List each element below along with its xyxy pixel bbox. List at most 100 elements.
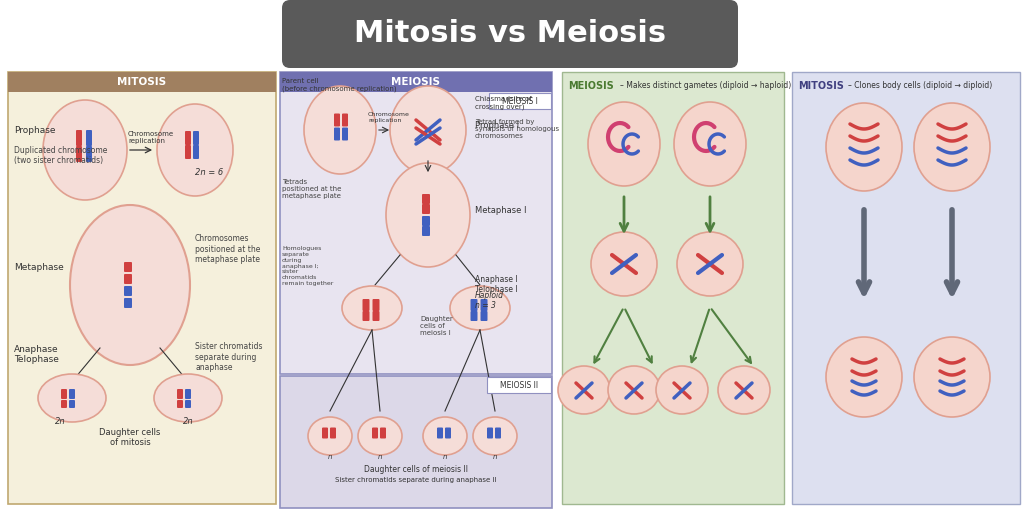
Text: MEIOSIS II: MEIOSIS II (500, 380, 538, 390)
FancyBboxPatch shape (185, 131, 191, 145)
Ellipse shape (308, 417, 352, 455)
FancyBboxPatch shape (86, 130, 92, 146)
Text: Metaphase: Metaphase (14, 263, 63, 272)
FancyBboxPatch shape (280, 72, 552, 92)
FancyBboxPatch shape (185, 389, 191, 399)
FancyBboxPatch shape (185, 145, 191, 159)
FancyBboxPatch shape (487, 377, 551, 393)
Ellipse shape (718, 366, 770, 414)
Ellipse shape (677, 232, 743, 296)
Ellipse shape (914, 103, 990, 191)
Ellipse shape (342, 286, 402, 330)
Ellipse shape (390, 86, 466, 174)
FancyBboxPatch shape (470, 311, 477, 321)
Text: n: n (442, 454, 447, 460)
FancyBboxPatch shape (330, 428, 336, 438)
Text: n: n (328, 454, 332, 460)
FancyBboxPatch shape (185, 400, 191, 408)
FancyBboxPatch shape (334, 114, 340, 126)
Ellipse shape (914, 337, 990, 417)
Text: 2n = 6: 2n = 6 (195, 168, 223, 177)
FancyBboxPatch shape (322, 428, 328, 438)
Text: Homologues
separate
during
anaphase I;
sister
chromatids
remain together: Homologues separate during anaphase I; s… (282, 246, 334, 286)
Text: Anaphase
Telophase: Anaphase Telophase (14, 345, 58, 364)
FancyBboxPatch shape (362, 311, 370, 321)
Ellipse shape (154, 374, 222, 422)
FancyBboxPatch shape (193, 131, 199, 145)
Text: Mitosis vs Meiosis: Mitosis vs Meiosis (354, 19, 666, 49)
FancyBboxPatch shape (177, 400, 183, 408)
FancyBboxPatch shape (69, 400, 75, 408)
FancyBboxPatch shape (282, 0, 738, 68)
Text: n: n (493, 454, 498, 460)
FancyBboxPatch shape (193, 145, 199, 159)
FancyBboxPatch shape (562, 72, 784, 504)
Text: 2n: 2n (182, 417, 194, 426)
FancyBboxPatch shape (334, 127, 340, 140)
FancyBboxPatch shape (422, 194, 430, 204)
Text: – Clones body cells (diploid → diploid): – Clones body cells (diploid → diploid) (848, 81, 992, 91)
FancyBboxPatch shape (124, 286, 132, 296)
Ellipse shape (386, 163, 470, 267)
FancyBboxPatch shape (177, 389, 183, 399)
FancyBboxPatch shape (280, 72, 552, 374)
FancyBboxPatch shape (342, 114, 348, 126)
FancyBboxPatch shape (342, 127, 348, 140)
FancyBboxPatch shape (76, 130, 82, 146)
Text: MITOSIS: MITOSIS (118, 77, 167, 87)
FancyBboxPatch shape (422, 216, 430, 226)
FancyBboxPatch shape (437, 428, 443, 438)
FancyBboxPatch shape (69, 389, 75, 399)
Text: Chromosome
replication: Chromosome replication (368, 112, 410, 123)
Text: Chromosomes
positioned at the
metaphase plate: Chromosomes positioned at the metaphase … (195, 234, 260, 264)
FancyBboxPatch shape (61, 400, 67, 408)
FancyBboxPatch shape (380, 428, 386, 438)
Text: Daughter
cells of
meiosis I: Daughter cells of meiosis I (420, 316, 453, 336)
Ellipse shape (558, 366, 610, 414)
Ellipse shape (38, 374, 106, 422)
Text: Anaphase I
Telophase I: Anaphase I Telophase I (475, 274, 517, 294)
Text: MEIOSIS: MEIOSIS (568, 81, 613, 91)
FancyBboxPatch shape (124, 274, 132, 284)
Ellipse shape (43, 100, 127, 200)
Ellipse shape (656, 366, 708, 414)
FancyBboxPatch shape (76, 146, 82, 162)
FancyBboxPatch shape (61, 389, 67, 399)
Text: – Makes distinct gametes (diploid → haploid): – Makes distinct gametes (diploid → hapl… (620, 81, 792, 91)
Ellipse shape (70, 205, 190, 365)
FancyBboxPatch shape (124, 262, 132, 272)
FancyBboxPatch shape (373, 299, 380, 311)
FancyBboxPatch shape (480, 311, 487, 321)
Text: MITOSIS: MITOSIS (798, 81, 844, 91)
Text: Chiasma (site of
crossing over): Chiasma (site of crossing over) (475, 96, 531, 110)
FancyBboxPatch shape (422, 204, 430, 214)
FancyBboxPatch shape (8, 72, 276, 92)
FancyBboxPatch shape (372, 428, 378, 438)
FancyBboxPatch shape (124, 298, 132, 308)
FancyBboxPatch shape (422, 226, 430, 236)
Text: Daughter cells
of mitosis: Daughter cells of mitosis (99, 428, 161, 447)
FancyBboxPatch shape (445, 428, 451, 438)
Text: Sister chromatids separate during anaphase II: Sister chromatids separate during anapha… (335, 477, 497, 483)
Ellipse shape (450, 286, 510, 330)
Ellipse shape (608, 366, 660, 414)
Ellipse shape (473, 417, 517, 455)
Text: MEIOSIS I: MEIOSIS I (502, 96, 538, 105)
Text: 2n: 2n (54, 417, 66, 426)
FancyBboxPatch shape (489, 93, 551, 109)
Ellipse shape (674, 102, 746, 186)
Text: Haploid
n = 3: Haploid n = 3 (475, 291, 504, 310)
Ellipse shape (591, 232, 657, 296)
Text: Chromosome
replication: Chromosome replication (128, 131, 174, 144)
FancyBboxPatch shape (362, 299, 370, 311)
Text: Duplicated chromosome
(two sister chromatids): Duplicated chromosome (two sister chroma… (14, 145, 108, 165)
Text: MEIOSIS: MEIOSIS (391, 77, 440, 87)
Text: Prophase: Prophase (14, 126, 55, 135)
Text: Parent cell
(before chromosome replication): Parent cell (before chromosome replicati… (282, 78, 396, 92)
FancyBboxPatch shape (480, 299, 487, 311)
Text: Tetrad formed by
synapsis of homologous
chromosomes: Tetrad formed by synapsis of homologous … (475, 119, 559, 139)
FancyBboxPatch shape (470, 299, 477, 311)
Text: n: n (378, 454, 382, 460)
Text: Metaphase I: Metaphase I (475, 206, 526, 215)
Ellipse shape (358, 417, 402, 455)
